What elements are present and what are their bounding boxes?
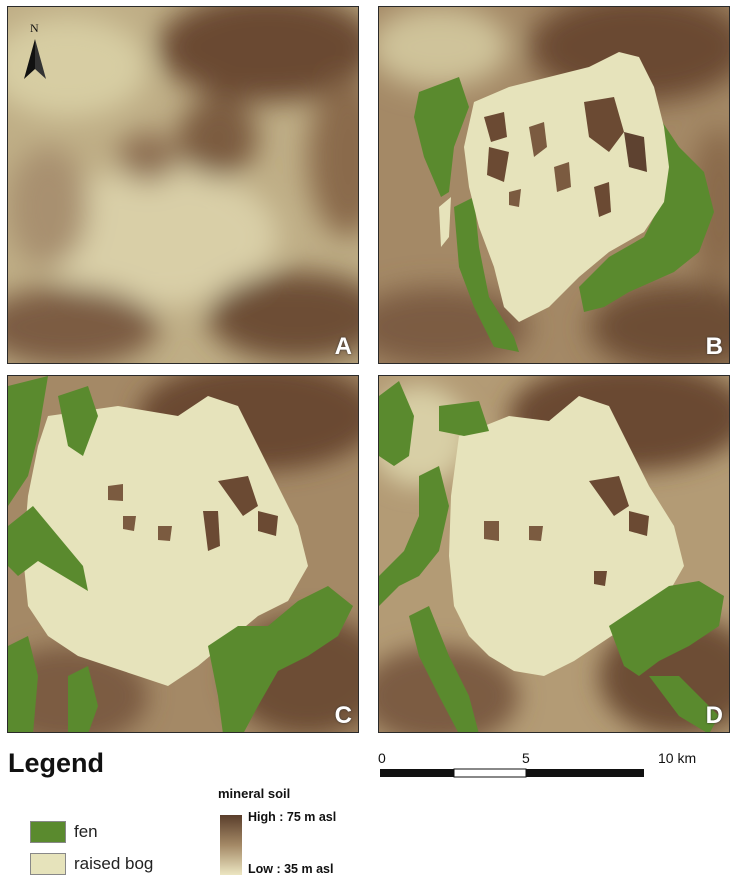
bog-map-d bbox=[379, 376, 729, 732]
north-arrow: N bbox=[20, 21, 50, 87]
legend-swatch-raised-bog bbox=[30, 853, 66, 875]
north-arrow-icon bbox=[24, 39, 46, 79]
legend-label-raised-bog: raised bog bbox=[74, 854, 154, 873]
north-arrow-letter: N bbox=[30, 21, 39, 35]
terrain-map-a bbox=[8, 7, 358, 363]
panel-label-c: C bbox=[334, 702, 352, 729]
bog-map-b bbox=[379, 7, 729, 363]
scale-bar bbox=[380, 768, 644, 778]
panel-label-a: A bbox=[334, 333, 352, 360]
map-panel-c: C bbox=[7, 375, 359, 733]
bog-map-c bbox=[8, 376, 358, 732]
legend-label-fen: fen bbox=[74, 822, 98, 841]
scale-tick-0: 0 bbox=[378, 750, 386, 766]
legend-item-fen: fen bbox=[30, 819, 98, 845]
panel-label-d: D bbox=[705, 702, 723, 729]
map-panel-d: D bbox=[378, 375, 730, 733]
legend-item-raised-bog: raised bog bbox=[30, 851, 153, 877]
map-panel-b: B bbox=[378, 6, 730, 364]
mineral-soil-low-label: Low : 35 m asl bbox=[248, 862, 334, 876]
mineral-soil-title: mineral soil bbox=[218, 786, 291, 801]
panel-label-b: B bbox=[705, 333, 723, 360]
mineral-soil-high-label: High : 75 m asl bbox=[248, 810, 337, 824]
mineral-soil-color-ramp bbox=[220, 815, 242, 875]
legend-title: Legend bbox=[8, 748, 105, 778]
legend-swatch-fen bbox=[30, 821, 66, 843]
scale-tick-5: 5 bbox=[522, 750, 530, 766]
scale-tick-10: 10 km bbox=[658, 750, 697, 766]
map-panel-a: N A bbox=[7, 6, 359, 364]
